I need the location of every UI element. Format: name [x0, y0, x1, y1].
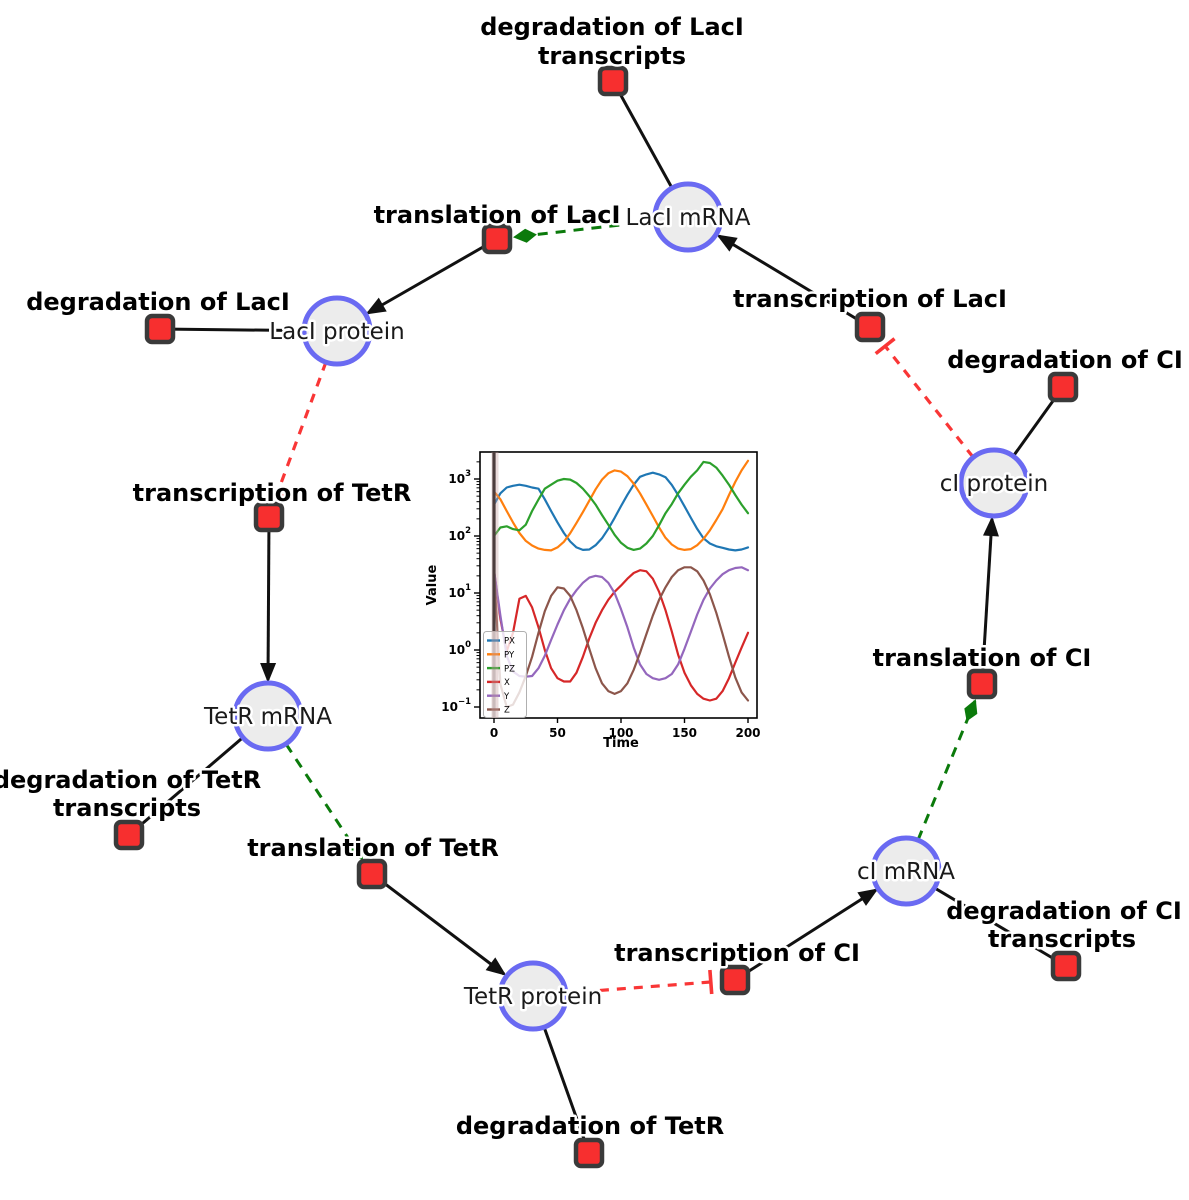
reaction-square[interactable] — [1050, 950, 1082, 982]
reaction-square[interactable] — [113, 819, 145, 851]
species-circle[interactable] — [958, 447, 1030, 519]
reaction-square[interactable] — [854, 311, 886, 343]
chart-x-tick-label: 200 — [735, 726, 760, 740]
chart-initial-band — [491, 452, 499, 718]
reaction-node-translation-laci[interactable]: translation of LacI — [371, 199, 623, 255]
species-label: cI mRNA — [857, 859, 955, 885]
reaction-label: transcripts — [538, 42, 686, 70]
reaction-node-degradation-ci-transcripts[interactable]: degradation of CI transcripts — [944, 895, 1184, 982]
reaction-label: degradation of CI — [947, 346, 1183, 374]
species-label: TetR protein — [463, 984, 602, 1010]
reaction-square[interactable] — [481, 223, 513, 255]
chart-legend-label-Y: Y — [503, 692, 510, 702]
chart-series-Z — [492, 566, 750, 709]
reaction-node-degradation-tetr[interactable]: degradation of TetR — [453, 1110, 727, 1169]
reaction-label: translation of TetR — [247, 834, 499, 862]
reaction-node-degradation-laci-transcripts[interactable]: degradation of LacI transcripts — [478, 11, 746, 97]
chart-x-tick-label: 100 — [608, 726, 633, 740]
edge-laci-protein-inhibits-transcription-tetr — [265, 361, 328, 500]
reaction-square[interactable] — [1047, 371, 1079, 403]
chart-ylabel: Value — [425, 564, 440, 605]
edge-laci-mrna-modifier-translation — [513, 219, 656, 243]
chart-legend-label-Z: Z — [504, 706, 510, 716]
chart-x-tick-label: 150 — [672, 726, 697, 740]
chart-legend-label-PZ: PZ — [504, 664, 515, 674]
reaction-label: transcription of TetR — [133, 479, 412, 507]
reaction-label: transcripts — [988, 925, 1136, 953]
reaction-label: degradation of TetR — [456, 1112, 724, 1140]
edge-transcription-ci-to-ci-mrna — [734, 888, 879, 982]
node-layer: LacI mRNA LacI protein TetR mRNA TetR pr… — [0, 11, 1185, 1169]
chart-x-tick-label: 50 — [549, 726, 566, 740]
reaction-node-degradation-ci[interactable]: degradation of CI — [945, 344, 1185, 403]
reaction-square[interactable] — [144, 313, 176, 345]
species-label: cI protein — [940, 471, 1049, 497]
edge-ci-mrna-modifier-translation — [916, 699, 978, 841]
edge-tetr-protein-inhibits-transcription-ci — [565, 969, 714, 995]
edge-translation-tetr-to-tetr-protein — [371, 872, 507, 976]
reaction-node-degradation-tetr-transcripts[interactable]: degradation of TetR transcripts — [0, 764, 264, 851]
chart-legend-label-PX: PX — [504, 637, 515, 647]
chart-legend-label-PY: PY — [504, 651, 515, 661]
chart-series-PZ — [492, 460, 750, 552]
chart-series-X — [492, 569, 750, 702]
reaction-label: degradation of TetR — [0, 766, 261, 794]
species-circle[interactable] — [232, 680, 304, 752]
edge-ci-protein-inhibits-transcription-laci — [874, 337, 975, 458]
reaction-square[interactable] — [253, 501, 285, 533]
chart-series-PX — [492, 471, 750, 552]
reaction-node-translation-tetr[interactable]: translation of TetR — [245, 832, 501, 890]
reaction-node-degradation-laci[interactable]: degradation of LacI — [24, 286, 292, 345]
species-label: LacI mRNA — [626, 205, 751, 231]
chart-x-tick-label: 0 — [490, 726, 498, 740]
species-circle[interactable] — [870, 835, 942, 907]
reaction-node-transcription-tetr[interactable]: transcription of TetR — [130, 477, 414, 533]
edge-transcription-tetr-to-tetr-mrna — [260, 516, 277, 683]
species-node-laci-mrna[interactable]: LacI mRNA — [623, 181, 753, 253]
chart-xlabel: Time — [603, 736, 639, 751]
species-label: TetR mRNA — [203, 704, 332, 730]
timecourse-plot: 0 50 100 150 20010310210110010−1TimeValuePXP… — [425, 436, 777, 771]
edge-translation-laci-to-laci-protein — [365, 237, 498, 315]
species-circle[interactable] — [652, 181, 724, 253]
species-node-ci-protein[interactable]: cI protein — [937, 447, 1051, 519]
species-node-laci-protein[interactable]: LacI protein — [267, 295, 407, 367]
reaction-square[interactable] — [719, 964, 751, 996]
reaction-label: translation of LacI — [374, 201, 621, 229]
reaction-label: degradation of LacI — [26, 288, 290, 316]
reaction-label: translation of CI — [873, 644, 1092, 672]
chart-axes-frame — [479, 451, 758, 719]
reaction-label: transcription of LacI — [733, 285, 1007, 313]
reaction-square[interactable] — [597, 65, 629, 97]
reaction-square[interactable] — [356, 858, 388, 890]
species-circle[interactable] — [301, 295, 373, 367]
edge-transcription-laci-to-laci-mrna — [716, 234, 871, 329]
chart-series-PY — [492, 459, 750, 552]
species-circle[interactable] — [497, 960, 569, 1032]
edge-translation-ci-to-ci-protein — [980, 516, 999, 685]
species-node-tetr-protein[interactable]: TetR protein — [460, 960, 605, 1032]
reaction-label: degradation of CI — [946, 897, 1182, 925]
reaction-label: degradation of LacI — [480, 13, 744, 41]
reaction-node-transcription-laci[interactable]: transcription of LacI — [731, 283, 1009, 343]
reaction-node-translation-ci[interactable]: translation of CI — [870, 642, 1094, 700]
reaction-label: transcription of CI — [614, 939, 860, 967]
reaction-label: transcripts — [53, 794, 201, 822]
edge-tetr-mrna-modifier-translation — [284, 743, 364, 861]
species-label: LacI protein — [269, 319, 404, 345]
reaction-square[interactable] — [573, 1137, 605, 1169]
chart-series-Y — [492, 566, 750, 681]
reaction-node-transcription-ci[interactable]: transcription of CI — [612, 937, 862, 996]
reaction-square[interactable] — [966, 668, 998, 700]
species-node-tetr-mrna[interactable]: TetR mRNA — [201, 680, 335, 752]
species-node-ci-mrna[interactable]: cI mRNA — [854, 835, 958, 907]
chart-legend-label-X: X — [504, 678, 510, 688]
